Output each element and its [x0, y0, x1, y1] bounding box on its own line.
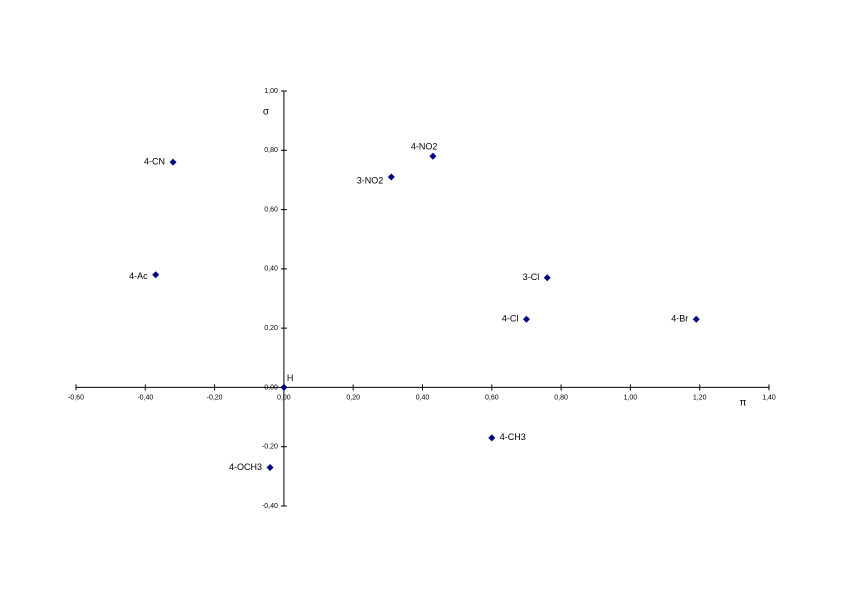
- y-tick-label: 0,20: [264, 325, 278, 332]
- point-label: 4-Br: [671, 314, 688, 324]
- y-tick-label: 0,00: [264, 384, 278, 391]
- x-tick-label: -0,20: [207, 394, 223, 401]
- y-tick-label: 0,80: [264, 147, 278, 154]
- point-label: 3-NO2: [357, 175, 384, 185]
- y-tick-label: 0,60: [264, 206, 278, 213]
- point: [692, 315, 700, 323]
- point: [488, 434, 496, 442]
- point-label: 4-OCH3: [229, 462, 262, 472]
- x-tick-label: 0,60: [485, 394, 499, 401]
- point: [152, 271, 160, 279]
- point: [429, 152, 437, 160]
- x-tick-label: -0,40: [137, 394, 153, 401]
- point: [387, 173, 395, 181]
- x-tick-label: 0,20: [346, 394, 360, 401]
- point-label: 4-Cl: [502, 314, 519, 324]
- y-tick-label: -0,20: [262, 444, 278, 451]
- x-tick-label: 0,40: [416, 394, 430, 401]
- point: [543, 274, 551, 282]
- point-label: 4-NO2: [411, 142, 438, 152]
- x-axis-label: π: [740, 398, 747, 409]
- point-label: 4-CH3: [500, 432, 526, 442]
- y-axis-label: σ: [263, 107, 270, 118]
- x-tick-label: 0,80: [554, 394, 568, 401]
- point-label: H: [287, 373, 294, 383]
- point-label: 3-Cl: [523, 272, 540, 282]
- point: [169, 158, 177, 166]
- x-tick-label: 1,40: [762, 394, 776, 401]
- point-label: 4-Ac: [129, 271, 148, 281]
- point: [522, 315, 530, 323]
- x-tick-label: 1,20: [693, 394, 707, 401]
- x-tick-label: 0,00: [277, 394, 291, 401]
- x-tick-label: 1,00: [624, 394, 638, 401]
- point: [266, 463, 274, 471]
- y-tick-label: 0,40: [264, 266, 278, 273]
- y-tick-label: -0,40: [262, 503, 278, 510]
- y-tick-label: 1,00: [264, 88, 278, 95]
- x-tick-label: -0,60: [68, 394, 84, 401]
- point-label: 4-CN: [144, 157, 165, 167]
- point: [280, 383, 288, 391]
